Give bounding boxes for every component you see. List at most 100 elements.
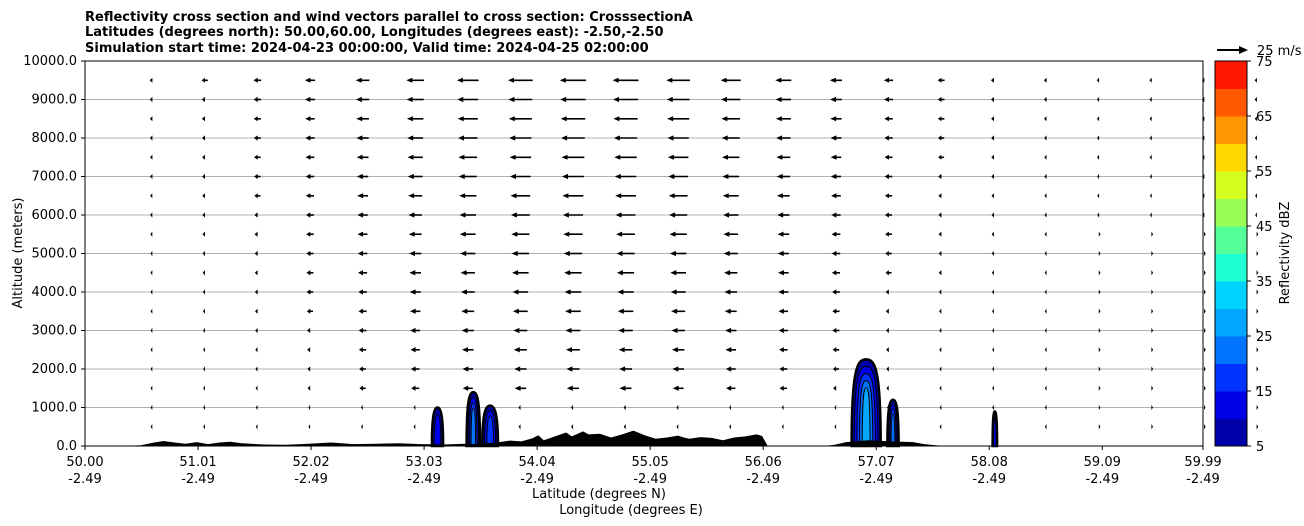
wind-vector-head bbox=[150, 385, 153, 391]
colorbar-tick-label: 65 bbox=[1256, 110, 1273, 125]
wind-vector-head bbox=[1255, 173, 1257, 180]
wind-vector-head bbox=[666, 96, 673, 103]
wind-vector-head bbox=[409, 270, 416, 276]
wind-vector-head bbox=[253, 116, 258, 122]
y-axis-label: Altitude (meters) bbox=[11, 198, 26, 309]
wind-vector-head bbox=[1044, 385, 1047, 391]
wind-vector-head bbox=[991, 250, 994, 257]
wind-vector-head bbox=[886, 366, 889, 372]
wind-vector-head bbox=[885, 250, 889, 257]
wind-vector-head bbox=[513, 327, 520, 334]
wind-vector-head bbox=[563, 250, 570, 257]
wind-vector-head bbox=[255, 327, 258, 334]
wind-vector-head bbox=[1256, 231, 1259, 237]
x-axis-label-longitude: Longitude (degrees E) bbox=[559, 503, 703, 518]
wind-vector-head bbox=[149, 116, 153, 122]
wind-vector-head bbox=[562, 212, 569, 218]
wind-vector-head bbox=[308, 404, 311, 411]
wind-vector-head bbox=[508, 77, 514, 83]
wind-vector-head bbox=[1098, 327, 1101, 334]
wind-vector-head bbox=[255, 308, 258, 314]
wind-vector-head bbox=[307, 366, 311, 372]
wind-vector-head bbox=[304, 77, 311, 83]
colorbar-segment bbox=[1215, 61, 1247, 89]
x-tick-label-lat: 50.00 bbox=[66, 455, 103, 470]
wind-vector-head bbox=[991, 154, 994, 160]
wind-vector-head bbox=[885, 270, 889, 276]
wind-vector-head bbox=[724, 308, 731, 314]
wind-vector-head bbox=[358, 289, 363, 295]
wind-vector-head bbox=[676, 404, 679, 411]
wind-vector-head bbox=[407, 135, 414, 141]
quiver-key: 25 m/s bbox=[1217, 44, 1302, 59]
wind-vector-head bbox=[1151, 327, 1154, 334]
wind-vector-head bbox=[357, 193, 364, 199]
wind-vector-head bbox=[721, 116, 728, 122]
wind-vector-head bbox=[938, 212, 942, 218]
wind-vector-head bbox=[508, 116, 515, 122]
wind-vector-head bbox=[725, 347, 732, 353]
colorbar-segment bbox=[1215, 391, 1247, 419]
wind-vector-head bbox=[305, 116, 311, 122]
wind-vector-head bbox=[358, 347, 363, 353]
wind-vector-head bbox=[831, 250, 837, 257]
wind-vector-head bbox=[1204, 250, 1206, 257]
wind-vector-head bbox=[254, 173, 258, 180]
wind-vector-head bbox=[615, 212, 622, 218]
wind-vector-head bbox=[306, 212, 311, 218]
wind-vector-head bbox=[676, 424, 679, 430]
reflectivity-contour bbox=[992, 417, 997, 447]
wind-vector-head bbox=[1204, 424, 1206, 430]
wind-vector-head bbox=[564, 289, 571, 295]
wind-vector-head bbox=[512, 289, 519, 295]
wind-vector-head bbox=[616, 250, 623, 257]
wind-vector-head bbox=[1097, 135, 1100, 141]
wind-vector-head bbox=[565, 327, 572, 334]
wind-vector-head bbox=[305, 173, 311, 180]
wind-vector-head bbox=[149, 96, 153, 103]
wind-vector-head bbox=[939, 347, 942, 353]
wind-vector-head bbox=[725, 366, 732, 372]
wind-vector-head bbox=[253, 135, 258, 141]
wind-vector-head bbox=[885, 212, 889, 218]
wind-vector-head bbox=[201, 96, 205, 103]
wind-vector-head bbox=[1098, 347, 1101, 353]
wind-vector-head bbox=[1044, 154, 1047, 160]
wind-vector-head bbox=[1044, 366, 1047, 372]
wind-vector-head bbox=[778, 327, 784, 334]
wind-vector-head bbox=[571, 424, 574, 430]
wind-vector-head bbox=[306, 308, 311, 314]
wind-vector-head bbox=[305, 96, 311, 103]
wind-vector-head bbox=[885, 289, 889, 295]
wind-vector-head bbox=[614, 173, 621, 180]
wind-vector-head bbox=[571, 404, 574, 411]
wind-vector-head bbox=[831, 270, 837, 276]
wind-vector-head bbox=[255, 366, 258, 372]
wind-vector-head bbox=[466, 404, 468, 411]
wind-vector-head bbox=[887, 424, 889, 430]
x-tick-label-lon: -2.49 bbox=[746, 472, 780, 487]
colorbar-tick-label: 55 bbox=[1256, 165, 1273, 180]
wind-vector-head bbox=[832, 289, 837, 295]
reflectivity-contours bbox=[430, 358, 999, 448]
x-tick-label-lon: -2.49 bbox=[407, 472, 441, 487]
wind-vector-head bbox=[1098, 366, 1101, 372]
wind-vector-head bbox=[1044, 96, 1047, 103]
x-tick-label-lon: -2.49 bbox=[633, 472, 667, 487]
wind-vector-head bbox=[992, 347, 994, 353]
wind-vector-head bbox=[830, 154, 837, 160]
wind-vector-head bbox=[1254, 116, 1257, 122]
wind-vector-head bbox=[884, 77, 889, 83]
wind-vector-head bbox=[1097, 193, 1100, 199]
reflectivity-contour bbox=[433, 413, 442, 447]
wind-vector-head bbox=[938, 193, 942, 199]
wind-vector-head bbox=[201, 116, 205, 122]
colorbar: 5 15 25 35 45 55 65 75 bbox=[1214, 55, 1273, 455]
wind-vector-head bbox=[357, 250, 363, 257]
y-tick-label: 7000.0 bbox=[32, 170, 78, 185]
wind-vector-head bbox=[1098, 404, 1101, 411]
wind-vector-head bbox=[1044, 212, 1047, 218]
colorbar-tick-label: 75 bbox=[1256, 55, 1273, 70]
wind-vector-head bbox=[305, 154, 311, 160]
x-tick-label-lon: -2.49 bbox=[68, 472, 102, 487]
